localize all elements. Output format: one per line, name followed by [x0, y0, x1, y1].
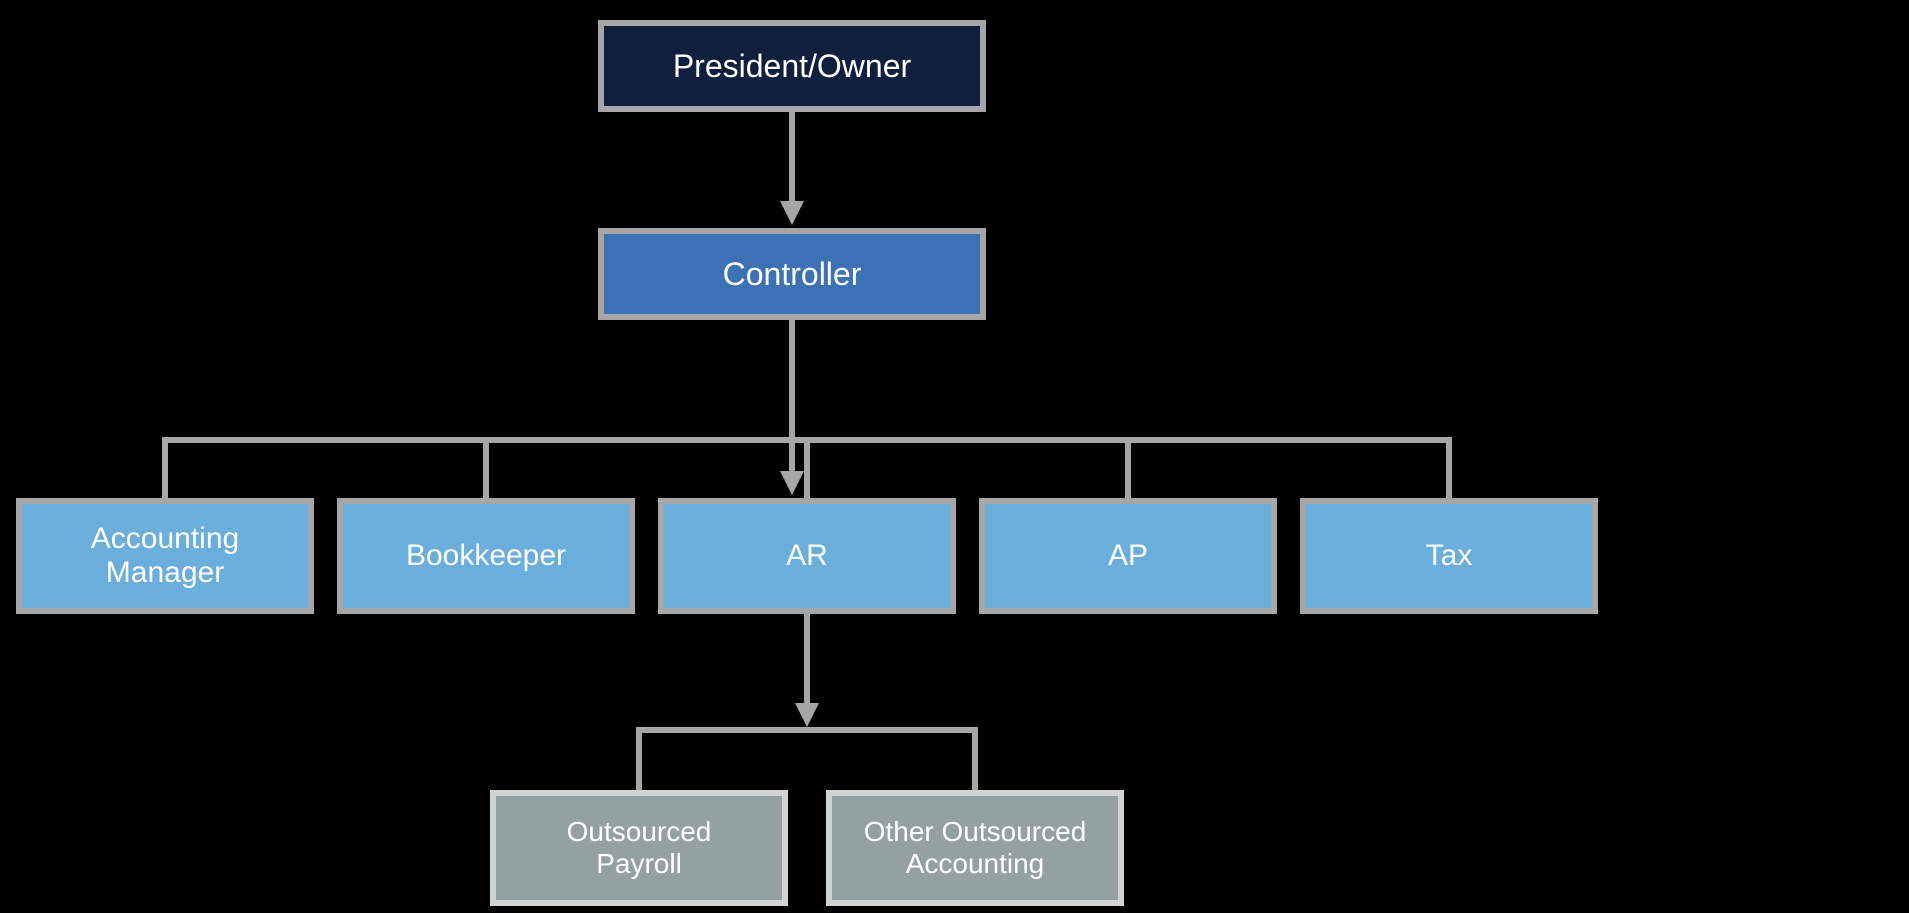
node-label: Tax — [1426, 539, 1473, 574]
node-ar: AR — [658, 498, 956, 614]
node-bookkeeper: Bookkeeper — [337, 498, 635, 614]
node-label: Bookkeeper — [406, 539, 566, 574]
node-label: OutsourcedPayroll — [567, 816, 712, 880]
node-label: AP — [1108, 539, 1148, 574]
node-label: President/Owner — [673, 48, 911, 85]
node-label: Other OutsourcedAccounting — [864, 816, 1087, 880]
node-payroll: OutsourcedPayroll — [490, 790, 788, 906]
org-chart: President/Owner Controller AccountingManag… — [0, 0, 1909, 913]
connectors-layer — [0, 0, 1909, 913]
node-other-outsourced: Other OutsourcedAccounting — [826, 790, 1124, 906]
node-acct-mgr: AccountingManager — [16, 498, 314, 614]
node-label: AccountingManager — [91, 522, 239, 591]
node-controller: Controller — [598, 228, 986, 320]
node-label: Controller — [723, 256, 862, 293]
node-tax: Tax — [1300, 498, 1598, 614]
node-president: President/Owner — [598, 20, 986, 112]
node-ap: AP — [979, 498, 1277, 614]
node-label: AR — [786, 539, 828, 574]
